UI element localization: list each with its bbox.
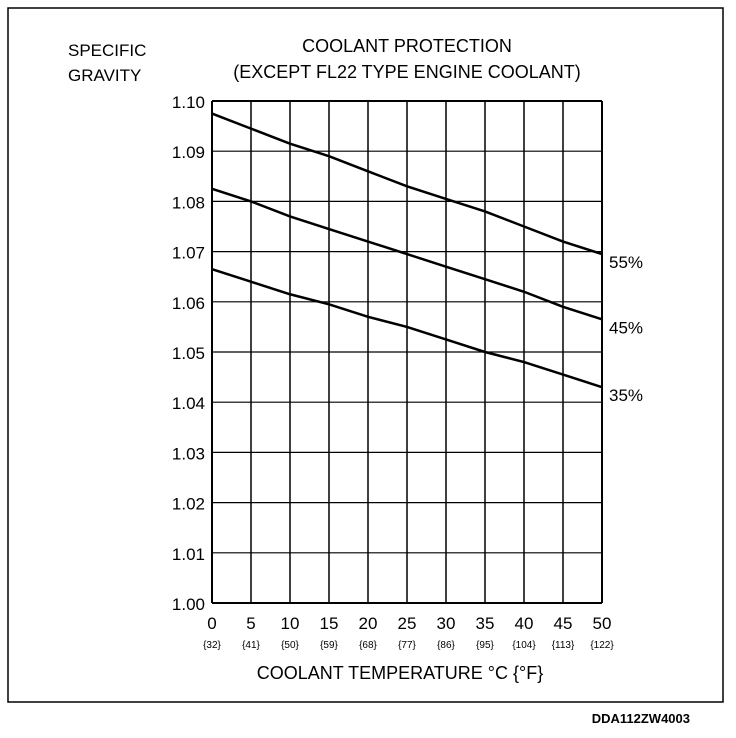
y-tick-label: 1.10 [172, 93, 205, 112]
x-tick-sublabel: {50} [281, 640, 299, 651]
x-axis-label: COOLANT TEMPERATURE °C {°F} [257, 663, 543, 683]
x-tick-label: 50 [593, 614, 612, 633]
y-tick-label: 1.00 [172, 595, 205, 614]
x-tick-sublabel: {86} [437, 640, 455, 651]
x-tick-sublabel: {122} [590, 640, 614, 651]
x-tick-sublabel: {32} [203, 640, 221, 651]
x-tick-label: 25 [398, 614, 417, 633]
x-tick-label: 10 [281, 614, 300, 633]
series-line-35pct [211, 267, 603, 389]
y-tick-label: 1.03 [172, 444, 205, 463]
y-tick-label: 1.08 [172, 193, 205, 212]
series-line-55pct [211, 112, 603, 256]
y-tick-label: 1.07 [172, 244, 205, 263]
x-tick-label: 0 [207, 614, 216, 633]
figure-id: DDA112ZW4003 [592, 711, 690, 726]
chart-title: COOLANT PROTECTION [302, 36, 512, 56]
x-tick-sublabel: {95} [476, 640, 494, 651]
series-label: 45% [609, 318, 643, 337]
y-tick-label: 1.06 [172, 294, 205, 313]
y-tick-label: 1.05 [172, 344, 205, 363]
chart-subtitle: (EXCEPT FL22 TYPE ENGINE COOLANT) [233, 62, 580, 82]
y-tick-label: 1.04 [172, 394, 205, 413]
x-tick-label: 40 [515, 614, 534, 633]
y-axis-label-line1: SPECIFIC [68, 41, 146, 60]
y-tick-label: 1.09 [172, 143, 205, 162]
series-label: 55% [609, 253, 643, 272]
series-line-45pct [211, 187, 603, 321]
x-tick-label: 20 [359, 614, 378, 633]
x-tick-label: 15 [320, 614, 339, 633]
x-tick-sublabel: {41} [242, 640, 260, 651]
x-tick-sublabel: {59} [320, 640, 338, 651]
x-tick-sublabel: {68} [359, 640, 377, 651]
series-label: 35% [609, 386, 643, 405]
x-tick-label: 5 [246, 614, 255, 633]
figure-frame [7, 7, 724, 703]
x-tick-label: 45 [554, 614, 573, 633]
x-tick-label: 35 [476, 614, 495, 633]
y-tick-label: 1.02 [172, 495, 205, 514]
x-tick-sublabel: {104} [512, 640, 536, 651]
x-tick-label: 30 [437, 614, 456, 633]
x-tick-sublabel: {77} [398, 640, 416, 651]
x-tick-sublabel: {113} [552, 640, 575, 651]
y-tick-label: 1.01 [172, 545, 205, 564]
y-axis-label-line2: GRAVITY [68, 66, 141, 85]
